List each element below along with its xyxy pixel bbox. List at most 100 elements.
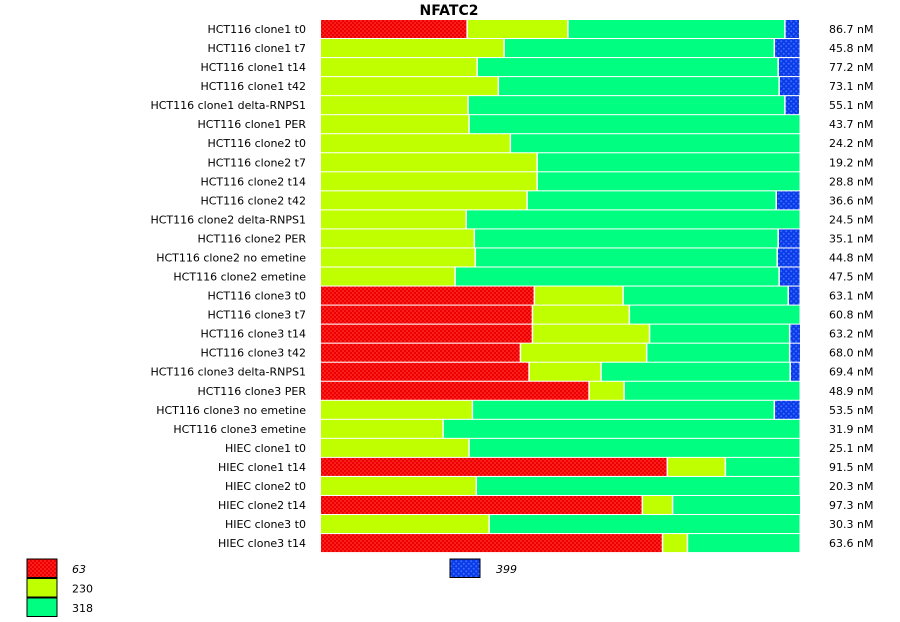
bar-segment-63: [321, 286, 534, 305]
bar-segment-230: [589, 381, 624, 400]
total-label: 77.2 nM: [829, 61, 873, 74]
bar-segment-63: [321, 496, 642, 514]
category-label: HCT116 clone2 t14: [200, 175, 306, 188]
bar-segment-399: [790, 362, 800, 381]
bar-segment-230: [533, 305, 629, 324]
bar-row: HCT116 clone3 t14 63.2 nM: [200, 324, 873, 343]
bar-segment-63: [321, 362, 529, 381]
bar-segment-318: [476, 248, 777, 267]
category-label: HCT116 clone2 t42: [200, 194, 306, 207]
total-label: 25.1 nM: [829, 442, 873, 455]
category-label: HCT116 clone2 PER: [198, 232, 307, 245]
bar-segment-230: [321, 39, 504, 58]
bar-segment-318: [469, 438, 800, 457]
legend-swatch-230: [26, 578, 58, 598]
total-label: 63.6 nM: [829, 537, 873, 550]
bar-segment-318: [477, 58, 778, 77]
bar-segment-318: [466, 210, 800, 229]
bar-row: HCT116 clone3 no emetine 53.5 nM: [156, 400, 873, 419]
bar-segment-230: [321, 172, 537, 191]
category-label: HCT116 clone3 t42: [200, 347, 306, 360]
bar-segment-318: [647, 343, 789, 362]
bar-segment-230: [321, 400, 472, 419]
total-label: 60.8 nM: [829, 309, 873, 322]
category-label: HCT116 clone2 delta-RNPS1: [150, 213, 306, 226]
bar-segment-399: [778, 229, 800, 248]
total-label: 63.2 nM: [829, 328, 873, 341]
category-label: HCT116 clone2 t0: [207, 137, 306, 150]
bar-segment-63: [321, 381, 589, 400]
bar-row: HCT116 clone1 PER 43.7 nM: [198, 115, 873, 134]
bar-segment-318: [504, 39, 774, 58]
bar-segment-318: [601, 362, 790, 381]
total-label: 43.7 nM: [829, 118, 873, 131]
bar-segment-230: [521, 343, 646, 362]
bar-segment-230: [321, 419, 443, 438]
bar-segment-230: [467, 20, 568, 38]
bar-segment-318: [499, 77, 779, 96]
total-label: 31.9 nM: [829, 423, 873, 436]
bar-segment-318: [623, 286, 788, 305]
bar-row: HIEC clone2 t0 20.3 nM: [225, 476, 873, 495]
bar-segment-230: [529, 362, 601, 381]
bar-row: HCT116 clone1 t14 77.2 nM: [200, 58, 873, 77]
total-label: 28.8 nM: [829, 175, 873, 188]
category-label: HIEC clone2 t14: [218, 499, 306, 512]
bar-segment-230: [643, 496, 672, 514]
total-label: 97.3 nM: [829, 499, 873, 512]
total-label: 35.1 nM: [829, 232, 873, 245]
bar-segment-230: [668, 457, 725, 476]
category-label: HCT116 clone3 t0: [207, 290, 306, 303]
category-label: HCT116 clone1 t14: [200, 61, 306, 74]
bar-row: HCT116 clone3 delta-RNPS1 69.4 nM: [150, 362, 873, 381]
bar-row: HCT116 clone2 emetine 47.5 nM: [173, 267, 873, 286]
bar-segment-318: [475, 229, 778, 248]
bar-row: HIEC clone1 t14 91.5 nM: [218, 457, 873, 476]
bar-row: HIEC clone2 t14 97.3 nM: [218, 496, 873, 514]
bar-row: HCT116 clone2 no emetine 44.8 nM: [156, 248, 873, 267]
total-label: 73.1 nM: [829, 80, 873, 93]
bar-segment-230: [321, 134, 510, 153]
category-label: HCT116 clone2 no emetine: [156, 251, 306, 264]
category-label: HCT116 clone2 emetine: [173, 271, 306, 284]
bar-segment-399: [785, 20, 800, 38]
bar-segment-318: [527, 191, 776, 210]
bar-segment-318: [630, 305, 800, 324]
bar-segment-318: [443, 419, 800, 438]
bar-segment-230: [321, 248, 475, 267]
bar-segment-399: [778, 58, 800, 77]
bar-segment-230: [321, 96, 468, 115]
category-label: HCT116 clone1 t7: [207, 42, 306, 55]
total-label: 36.6 nM: [829, 194, 873, 207]
bar-segment-318: [468, 96, 785, 115]
bar-row: HCT116 clone2 PER 35.1 nM: [198, 229, 873, 248]
bar-segment-399: [777, 248, 800, 267]
bar-row: HCT116 clone1 t42 73.1 nM: [200, 77, 873, 96]
bar-segment-230: [321, 115, 469, 134]
total-label: 91.5 nM: [829, 461, 873, 474]
bar-segment-399: [779, 267, 800, 286]
bar-row: HCT116 clone3 t42 68.0 nM: [200, 343, 873, 362]
chart-title: NFATC2: [420, 3, 479, 19]
bar-segment-399: [777, 191, 800, 210]
bar-segment-63: [321, 20, 467, 38]
category-label: HCT116 clone3 PER: [198, 385, 307, 398]
bar-segment-399: [790, 343, 800, 362]
total-label: 53.5 nM: [829, 404, 873, 417]
bar-segment-230: [321, 58, 477, 77]
category-label: HIEC clone1 t0: [225, 442, 306, 455]
total-label: 63.1 nM: [829, 290, 873, 303]
bar-segment-230: [663, 534, 687, 553]
bar-row: HCT116 clone1 t7 45.8 nM: [207, 39, 873, 58]
bar-segment-230: [321, 476, 476, 495]
bar-segment-230: [321, 210, 466, 229]
bar-row: HCT116 clone3 t0 63.1 nM: [207, 286, 873, 305]
bar-row: HCT116 clone3 emetine 31.9 nM: [173, 419, 873, 438]
bar-row: HCT116 clone3 PER 48.9 nM: [198, 381, 873, 400]
bar-segment-318: [455, 267, 779, 286]
bar-segment-63: [321, 305, 532, 324]
total-label: 24.2 nM: [829, 137, 873, 150]
bar-row: HIEC clone3 t0 30.3 nM: [225, 515, 873, 534]
total-label: 45.8 nM: [829, 42, 873, 55]
